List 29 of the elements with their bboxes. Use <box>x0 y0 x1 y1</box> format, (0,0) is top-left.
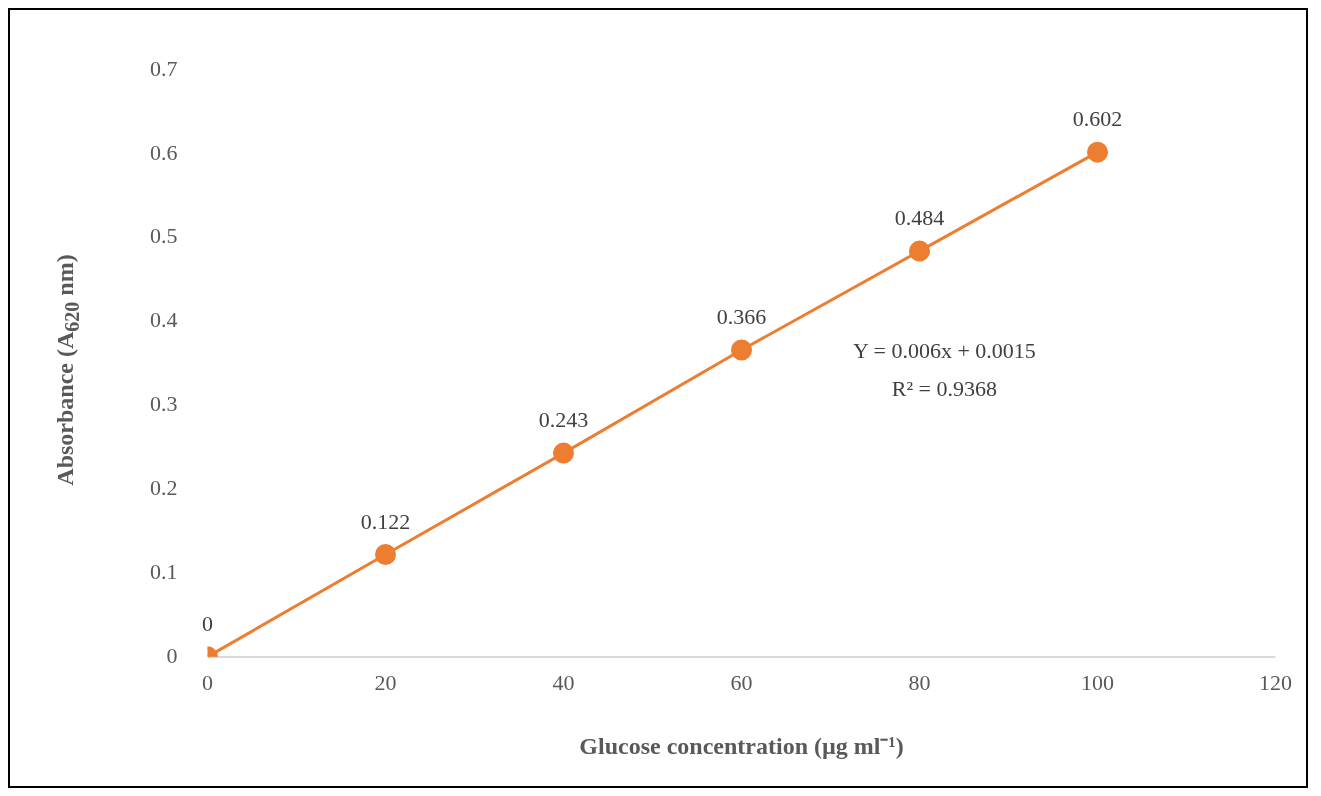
x-tick-label: 80 <box>908 669 931 695</box>
y-tick-label: 0.2 <box>150 474 178 500</box>
y-tick-label: 0.5 <box>150 223 178 249</box>
y-tick-label: 0.7 <box>150 55 178 81</box>
data-label: 0.484 <box>894 205 945 231</box>
annotation: R² = 0.9368 <box>891 375 998 401</box>
data-label: 0.602 <box>1072 106 1123 132</box>
y-tick-label: 0.3 <box>150 391 178 417</box>
point <box>1087 141 1108 163</box>
x-tick-label: 120 <box>1259 669 1292 695</box>
point <box>553 442 574 464</box>
y-tick-label: 0.6 <box>150 139 178 165</box>
y-tick-label: 0.1 <box>150 558 178 584</box>
x-tick-label: 100 <box>1081 669 1114 695</box>
y-tick-label: 0.4 <box>150 307 178 333</box>
data-label: 0.243 <box>538 407 589 433</box>
x-tick-label: 60 <box>730 669 753 695</box>
x-tick-label: 40 <box>552 669 575 695</box>
data-label: 0 <box>202 610 213 636</box>
x-axis-title: Glucose concentration (µg ml⁻¹) <box>579 732 904 759</box>
x-tick-label: 0 <box>202 669 213 695</box>
data-label: 0.122 <box>360 508 411 534</box>
point <box>731 339 752 361</box>
y-tick-label: 0 <box>166 642 178 668</box>
point <box>909 240 930 262</box>
point <box>375 544 396 566</box>
annotation: Y = 0.006x + 0.0015 <box>852 337 1036 363</box>
data-label: 0.366 <box>716 303 767 329</box>
x-tick-label: 20 <box>374 669 397 695</box>
